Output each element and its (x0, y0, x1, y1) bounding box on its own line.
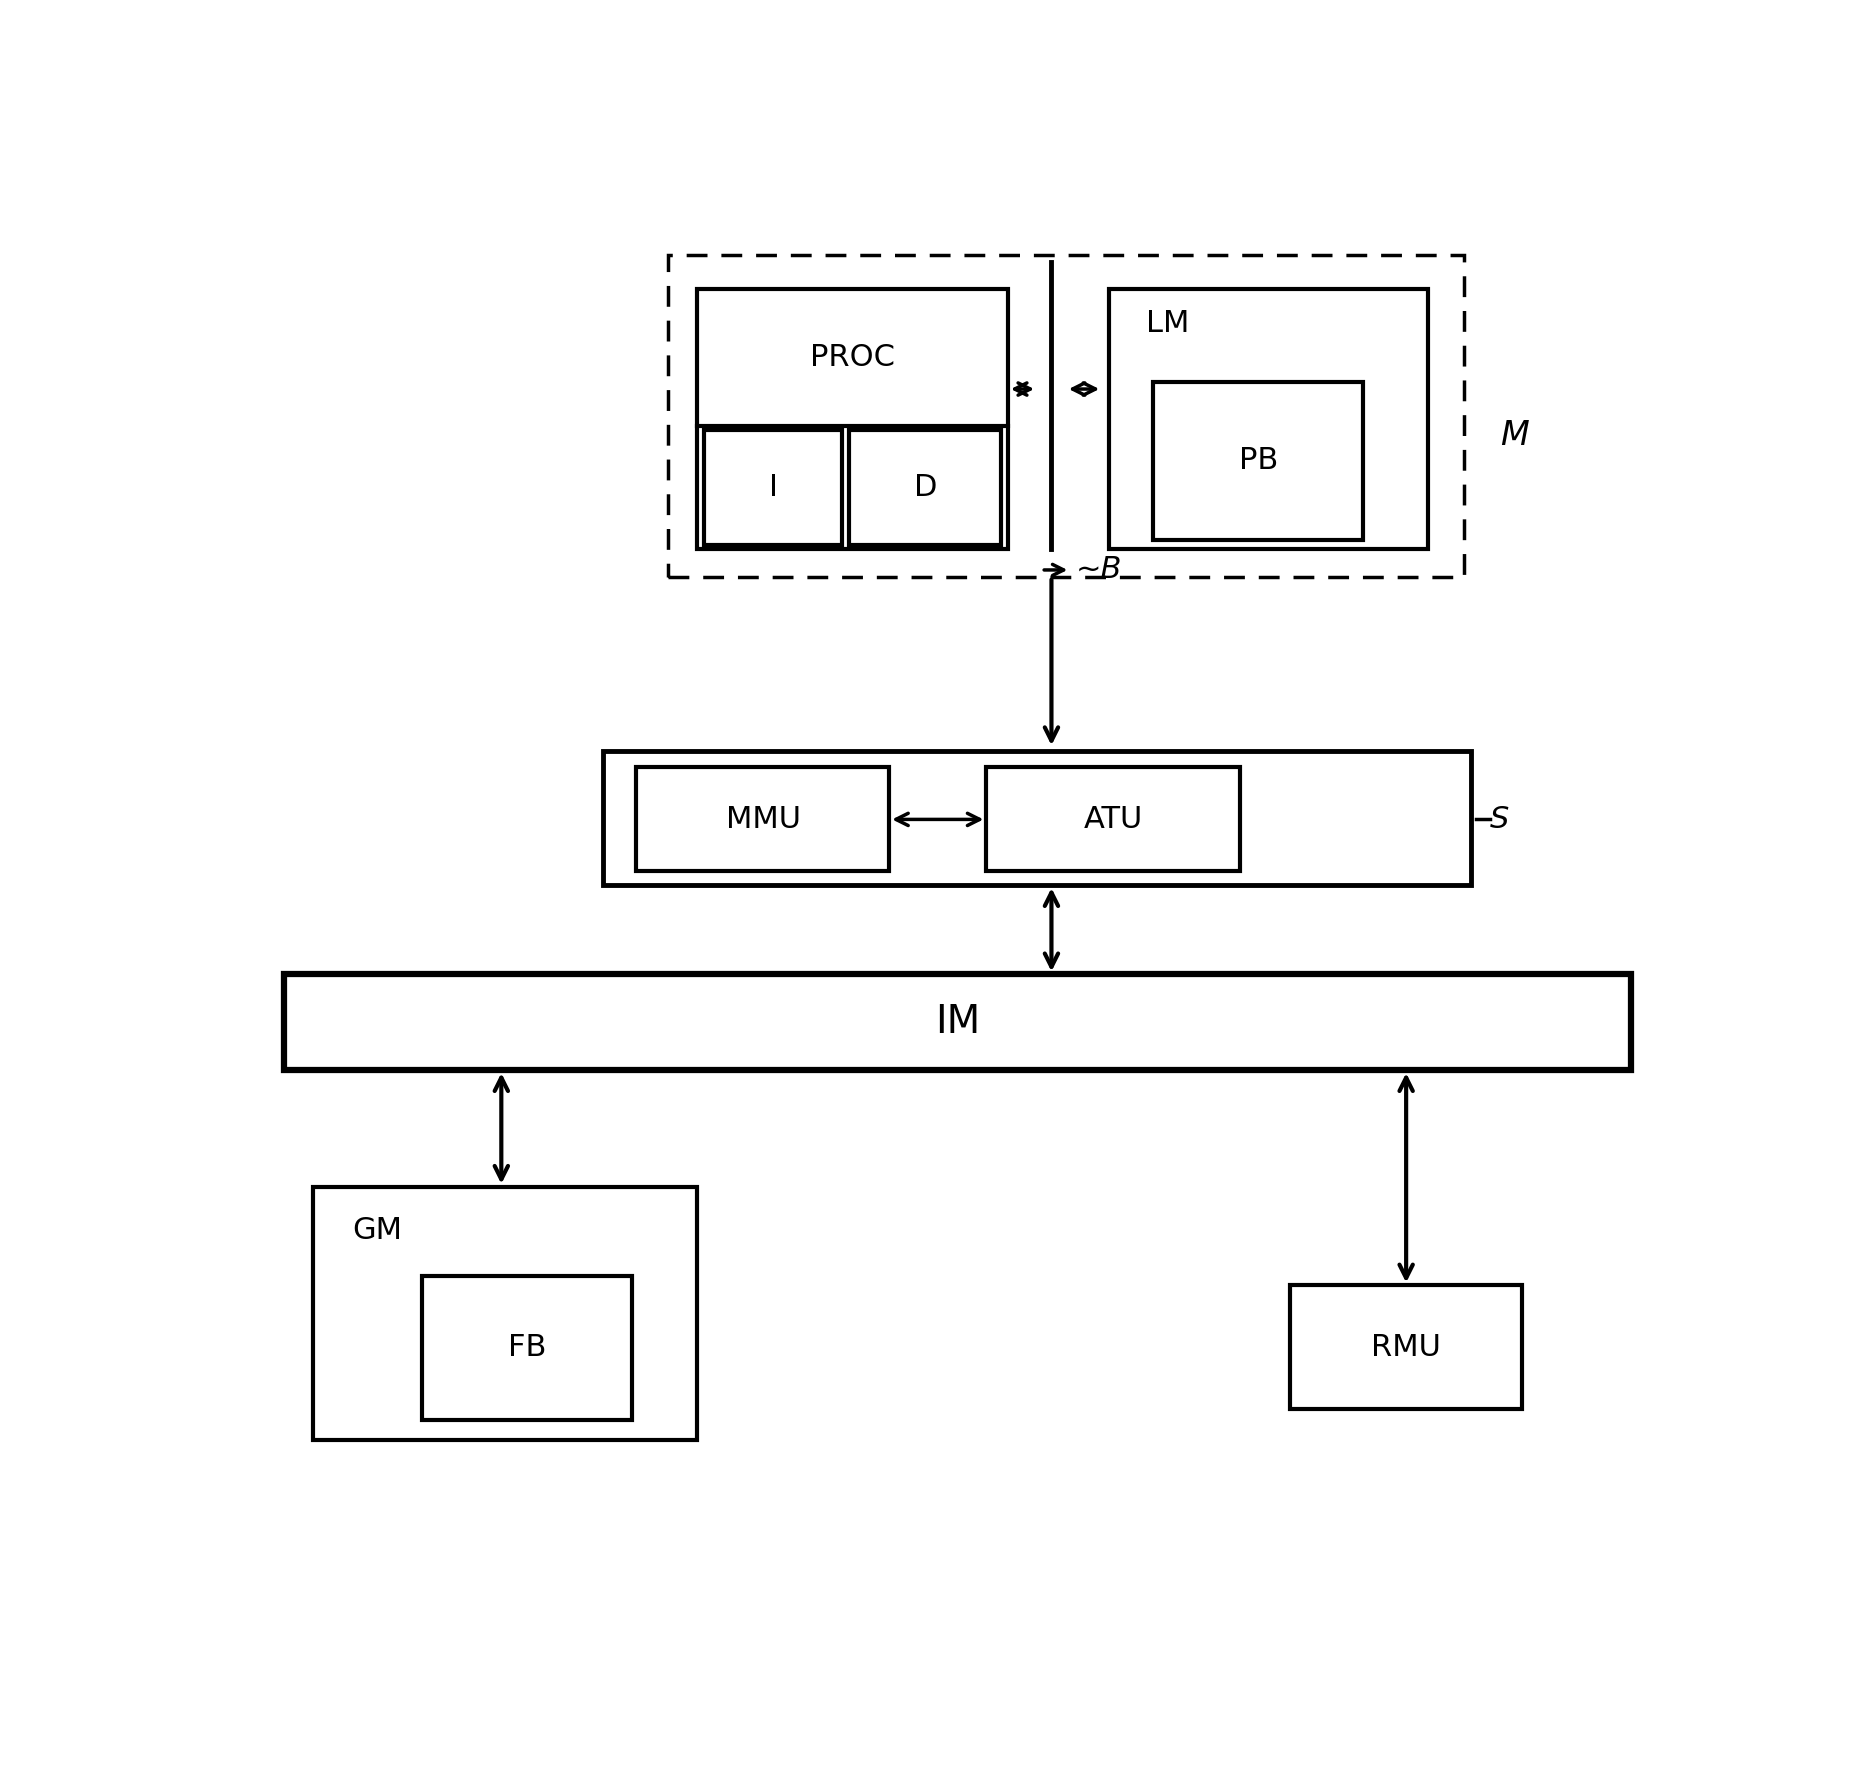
Text: PB: PB (1238, 445, 1278, 475)
Text: I: I (770, 473, 777, 502)
Text: IM: IM (934, 1004, 981, 1041)
Text: ATU: ATU (1083, 805, 1143, 833)
Bar (848, 431, 1001, 545)
Bar (1291, 1285, 1522, 1408)
Bar (697, 288, 1009, 550)
Bar (704, 431, 842, 545)
Bar (669, 255, 1465, 577)
Text: FB: FB (508, 1333, 547, 1362)
Bar (986, 767, 1240, 872)
Text: S: S (1491, 805, 1509, 833)
Bar (284, 974, 1631, 1070)
Text: RMU: RMU (1371, 1333, 1440, 1362)
Text: GM: GM (353, 1216, 402, 1244)
Text: D: D (913, 473, 938, 502)
Text: LM: LM (1145, 308, 1188, 338)
Bar (1110, 288, 1427, 550)
Text: ~B: ~B (1076, 555, 1123, 584)
Text: PROC: PROC (811, 344, 895, 372)
Bar (314, 1187, 697, 1440)
Bar (603, 751, 1472, 885)
Text: MMU: MMU (727, 805, 801, 833)
Bar (1153, 383, 1364, 539)
Bar (635, 767, 889, 872)
Bar (422, 1276, 631, 1420)
Text: M: M (1500, 418, 1530, 452)
